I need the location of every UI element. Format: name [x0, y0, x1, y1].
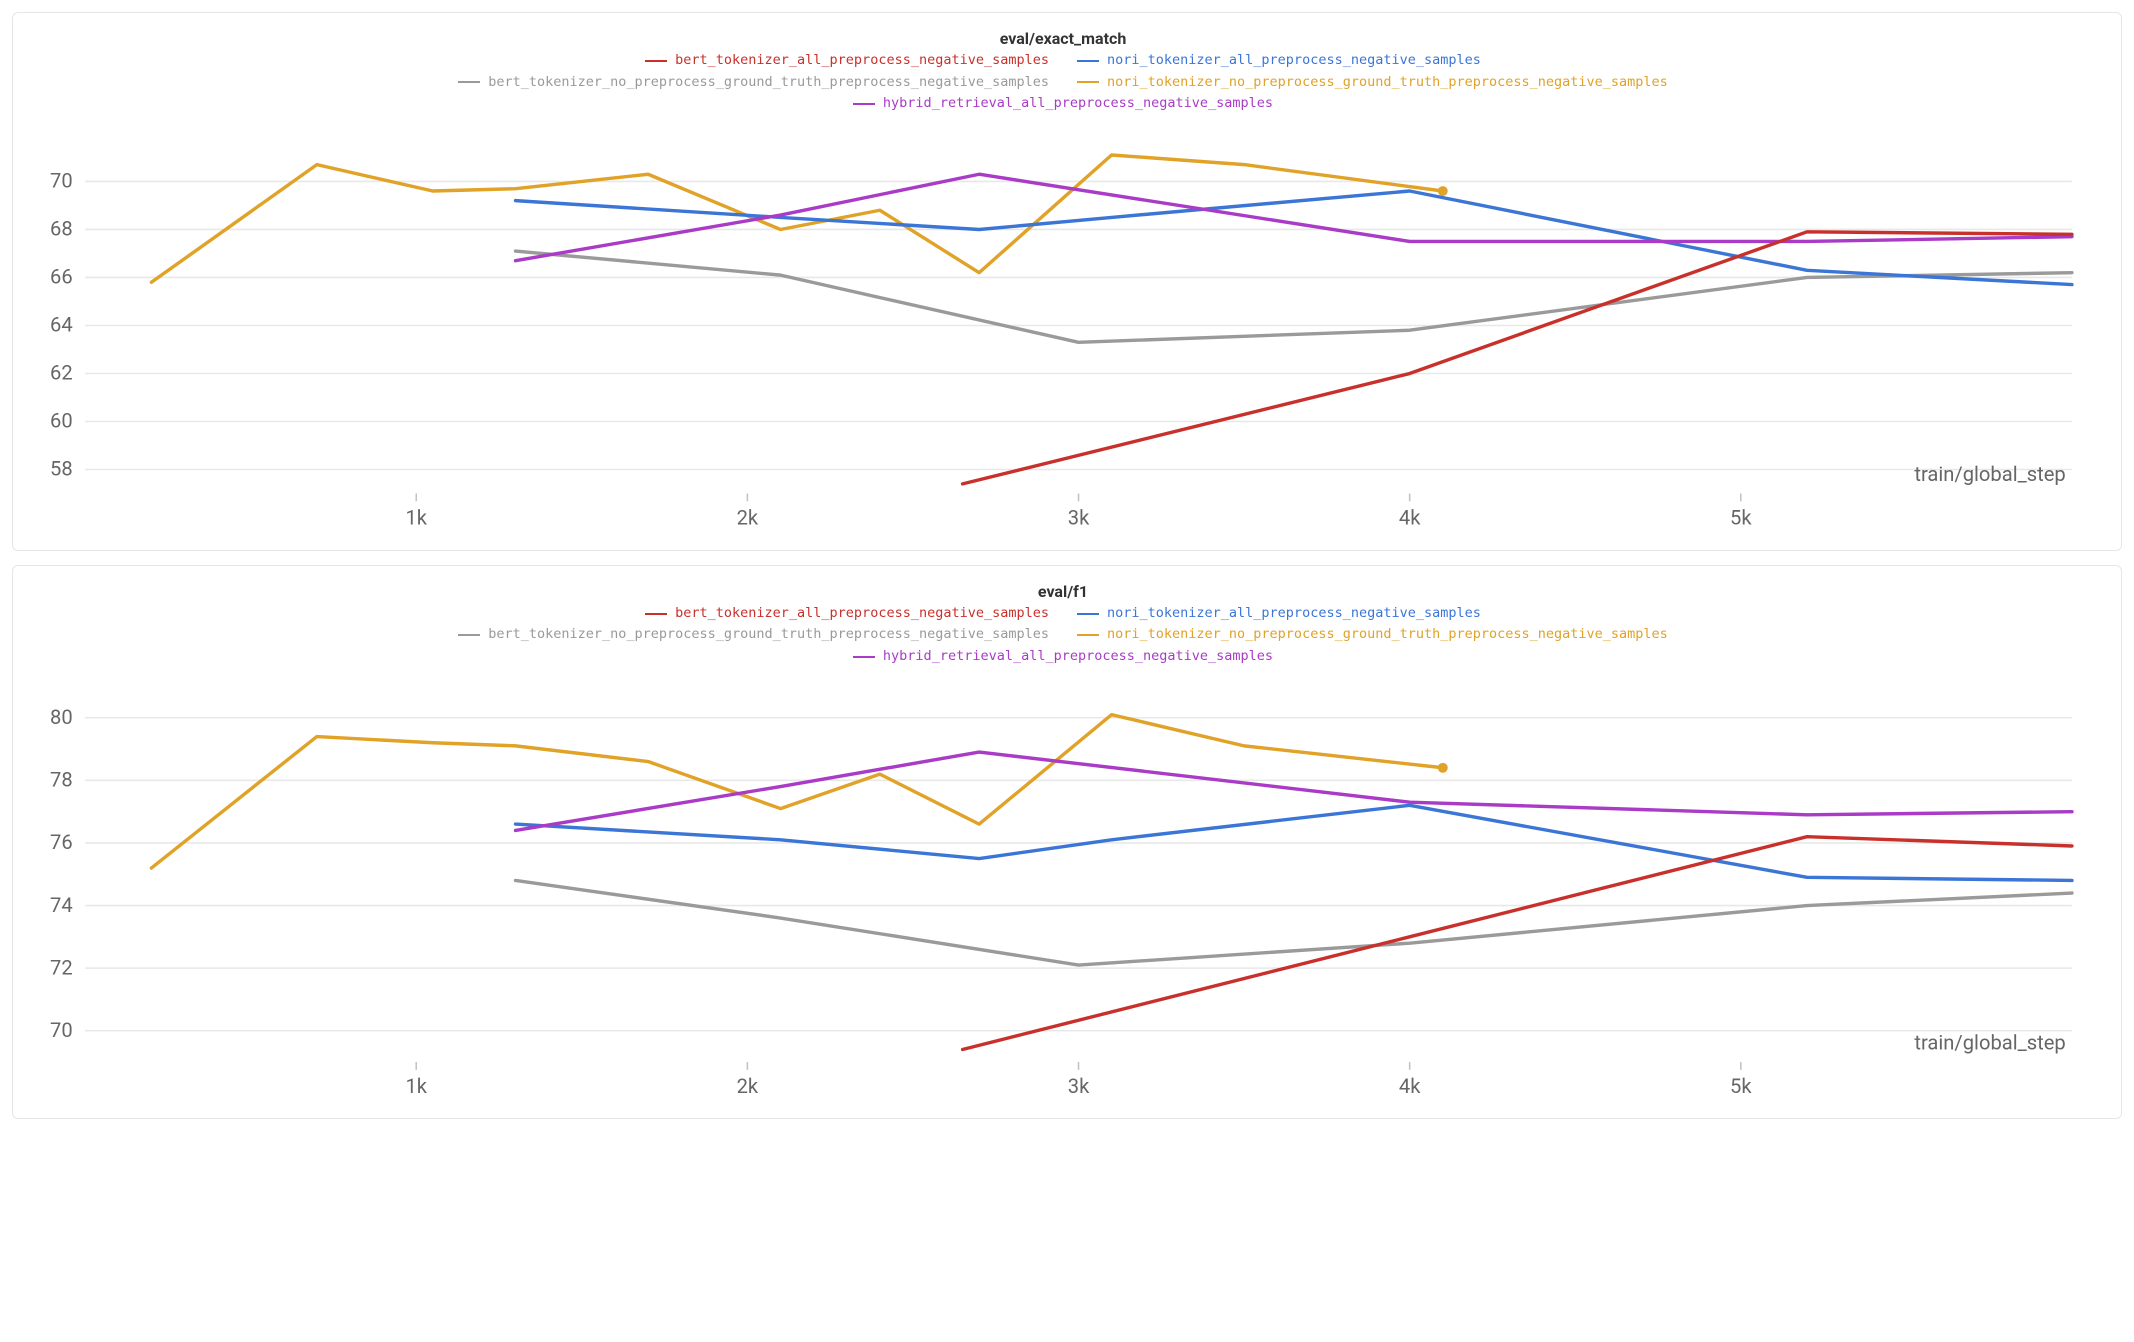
- series-bert_all[interactable]: [963, 232, 2072, 484]
- series-bert_no[interactable]: [516, 251, 2072, 342]
- legend-swatch: [1077, 634, 1099, 636]
- y-tick-label: 62: [50, 360, 73, 384]
- y-tick-label: 70: [50, 1018, 73, 1042]
- legend-label: bert_tokenizer_no_preprocess_ground_trut…: [488, 72, 1049, 94]
- series-end-marker: [1438, 186, 1448, 196]
- chart-panel-f1: eval/f1 bert_tokenizer_all_preprocess_neg…: [12, 565, 2122, 1119]
- legend-swatch: [1077, 81, 1099, 83]
- legend-item-nori_no[interactable]: nori_tokenizer_no_preprocess_ground_trut…: [1077, 72, 1668, 94]
- legend-label: bert_tokenizer_no_preprocess_ground_trut…: [488, 624, 1049, 646]
- y-tick-label: 60: [50, 408, 73, 432]
- series-end-marker: [1438, 762, 1448, 772]
- legend-item-bert_all[interactable]: bert_tokenizer_all_preprocess_negative_s…: [645, 50, 1049, 72]
- legend-item-hybrid[interactable]: hybrid_retrieval_all_preprocess_negative…: [853, 93, 1273, 115]
- chart-plot-area[interactable]: 70 72 74 76 78 80 1k 2k 3k 4k 5k train/global_step: [23, 674, 2103, 1109]
- x-tick-label: 2k: [737, 1074, 759, 1098]
- x-tick-label: 1k: [405, 1074, 427, 1098]
- legend-label: hybrid_retrieval_all_preprocess_negative…: [883, 646, 1273, 668]
- legend-swatch: [458, 81, 480, 83]
- x-tick-label: 3k: [1068, 1074, 1090, 1098]
- legend-item-nori_no[interactable]: nori_tokenizer_no_preprocess_ground_trut…: [1077, 624, 1668, 646]
- x-tick-label: 3k: [1068, 505, 1090, 529]
- legend-item-bert_no[interactable]: bert_tokenizer_no_preprocess_ground_trut…: [458, 72, 1049, 94]
- legend-item-bert_no[interactable]: bert_tokenizer_no_preprocess_ground_trut…: [458, 624, 1049, 646]
- y-tick-label: 74: [50, 892, 73, 916]
- legend-swatch: [645, 60, 667, 62]
- series-bert_all[interactable]: [963, 836, 2072, 1049]
- x-axis-label: train/global_step: [1914, 1030, 2065, 1054]
- legend-item-bert_all[interactable]: bert_tokenizer_all_preprocess_negative_s…: [645, 603, 1049, 625]
- line-chart-svg: 58 60 62 64 66 68 70 1k 2k 3k 4k 5k train/global_ste…: [23, 121, 2103, 540]
- legend-label: nori_tokenizer_all_preprocess_negative_s…: [1107, 603, 1481, 625]
- chart-title: eval/exact_match: [23, 29, 2103, 48]
- legend-label: nori_tokenizer_no_preprocess_ground_trut…: [1107, 72, 1668, 94]
- y-tick-label: 68: [50, 216, 73, 240]
- legend-swatch: [1077, 60, 1099, 62]
- chart-panel-exact_match: eval/exact_match bert_tokenizer_all_prepr…: [12, 12, 2122, 551]
- legend-label: nori_tokenizer_no_preprocess_ground_trut…: [1107, 624, 1668, 646]
- legend-item-nori_all[interactable]: nori_tokenizer_all_preprocess_negative_s…: [1077, 50, 1481, 72]
- legend-label: hybrid_retrieval_all_preprocess_negative…: [883, 93, 1273, 115]
- chart-legend: bert_tokenizer_all_preprocess_negative_s…: [23, 603, 2103, 668]
- x-tick-label: 4k: [1399, 1074, 1421, 1098]
- legend-swatch: [645, 613, 667, 615]
- legend-label: bert_tokenizer_all_preprocess_negative_s…: [675, 50, 1049, 72]
- x-tick-label: 4k: [1399, 505, 1421, 529]
- legend-swatch: [853, 103, 875, 105]
- x-tick-label: 5k: [1730, 1074, 1752, 1098]
- y-tick-label: 72: [50, 955, 73, 979]
- chart-plot-area[interactable]: 58 60 62 64 66 68 70 1k 2k 3k 4k 5k train/global_ste…: [23, 121, 2103, 540]
- legend-swatch: [458, 634, 480, 636]
- legend-item-hybrid[interactable]: hybrid_retrieval_all_preprocess_negative…: [853, 646, 1273, 668]
- chart-title: eval/f1: [23, 582, 2103, 601]
- y-tick-label: 58: [50, 457, 73, 481]
- x-tick-label: 1k: [405, 505, 427, 529]
- x-tick-label: 5k: [1730, 505, 1752, 529]
- line-chart-svg: 70 72 74 76 78 80 1k 2k 3k 4k 5k train/global_step: [23, 674, 2103, 1109]
- y-tick-label: 78: [50, 767, 73, 791]
- legend-item-nori_all[interactable]: nori_tokenizer_all_preprocess_negative_s…: [1077, 603, 1481, 625]
- chart-legend: bert_tokenizer_all_preprocess_negative_s…: [23, 50, 2103, 115]
- x-tick-label: 2k: [737, 505, 759, 529]
- y-tick-label: 64: [50, 312, 73, 336]
- x-axis-label: train/global_step: [1914, 462, 2065, 486]
- series-nori_no[interactable]: [151, 714, 1442, 867]
- series-bert_no[interactable]: [516, 880, 2072, 965]
- legend-label: nori_tokenizer_all_preprocess_negative_s…: [1107, 50, 1481, 72]
- y-tick-label: 70: [50, 168, 73, 192]
- y-tick-label: 80: [50, 705, 73, 729]
- legend-label: bert_tokenizer_all_preprocess_negative_s…: [675, 603, 1049, 625]
- y-tick-label: 66: [50, 264, 73, 288]
- y-tick-label: 76: [50, 830, 73, 854]
- legend-swatch: [853, 656, 875, 658]
- legend-swatch: [1077, 613, 1099, 615]
